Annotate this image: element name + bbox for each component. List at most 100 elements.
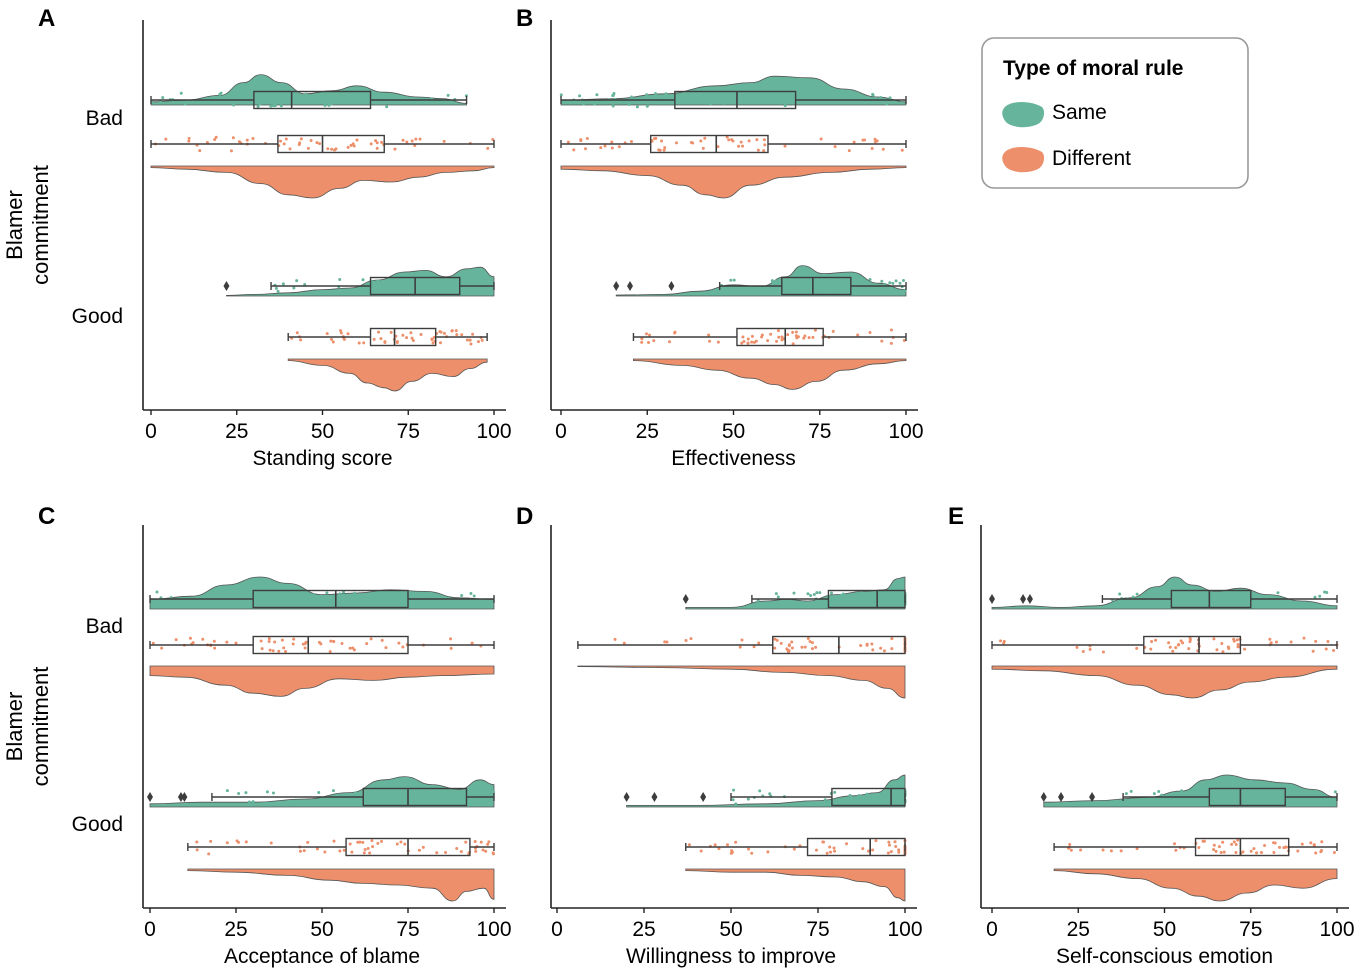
data-point xyxy=(1323,590,1327,594)
data-point xyxy=(1168,645,1172,649)
series-same xyxy=(1040,774,1338,808)
data-point xyxy=(842,596,846,600)
data-point xyxy=(1241,594,1245,598)
data-point xyxy=(403,796,407,800)
data-point xyxy=(225,640,229,644)
data-point xyxy=(1212,843,1216,847)
data-point xyxy=(829,850,833,854)
data-point xyxy=(426,600,430,604)
data-point xyxy=(357,341,361,345)
data-point xyxy=(731,798,735,802)
data-point xyxy=(235,603,239,607)
data-point xyxy=(396,802,400,806)
data-point xyxy=(800,284,804,288)
data-point xyxy=(824,279,828,283)
data-point xyxy=(292,286,296,290)
outlier-marker xyxy=(1020,594,1027,604)
data-point xyxy=(887,840,891,844)
series-different xyxy=(632,327,907,390)
data-point xyxy=(442,139,446,143)
iqr-box xyxy=(674,90,797,110)
data-point xyxy=(1239,601,1243,605)
data-point xyxy=(1226,601,1230,605)
legend: Type of moral rule Same Different xyxy=(981,37,1249,189)
data-point xyxy=(169,599,173,603)
data-point xyxy=(756,148,760,152)
data-point xyxy=(731,93,735,97)
data-point xyxy=(378,790,382,794)
data-point xyxy=(1309,841,1313,845)
data-point xyxy=(1300,842,1304,846)
data-point xyxy=(470,641,474,645)
legend-title: Type of moral rule xyxy=(1003,57,1183,80)
data-point xyxy=(559,93,563,97)
data-point xyxy=(893,840,897,844)
data-point xyxy=(1236,598,1240,602)
data-point xyxy=(749,94,753,98)
data-point xyxy=(276,98,280,102)
data-point xyxy=(775,339,779,343)
data-point xyxy=(187,136,191,140)
data-point xyxy=(251,800,255,804)
data-point xyxy=(899,101,903,105)
data-point xyxy=(302,849,306,853)
data-point xyxy=(898,281,902,285)
data-point xyxy=(280,638,284,642)
data-point xyxy=(883,790,887,794)
iqr-box xyxy=(650,134,769,154)
data-point xyxy=(894,844,898,848)
data-point xyxy=(413,143,417,147)
data-point xyxy=(342,590,346,594)
data-point xyxy=(401,138,405,142)
data-point xyxy=(898,600,902,604)
series-same xyxy=(613,265,907,297)
data-point xyxy=(151,641,155,645)
data-point xyxy=(440,285,444,289)
data-point xyxy=(273,104,277,108)
data-point xyxy=(1263,792,1267,796)
data-point xyxy=(882,649,886,653)
data-point xyxy=(474,282,478,286)
data-point xyxy=(309,138,313,142)
outlier-marker xyxy=(623,792,630,802)
data-point xyxy=(231,136,235,140)
data-point xyxy=(1222,850,1226,854)
data-point xyxy=(1263,843,1267,847)
data-point xyxy=(375,284,379,288)
data-point xyxy=(1276,591,1280,595)
data-point xyxy=(409,331,413,335)
density-cloud xyxy=(187,868,495,902)
data-point xyxy=(664,92,668,96)
data-point xyxy=(871,597,875,601)
iqr-box xyxy=(369,327,437,347)
data-point xyxy=(337,96,341,100)
data-point xyxy=(740,341,744,345)
data-point xyxy=(430,338,434,342)
data-point xyxy=(1002,639,1006,643)
data-point xyxy=(484,797,488,801)
data-point xyxy=(1244,798,1248,802)
data-point xyxy=(875,139,879,143)
data-point xyxy=(338,288,342,292)
data-point xyxy=(1229,788,1233,792)
data-point xyxy=(336,595,340,599)
data-point xyxy=(1318,594,1322,598)
data-point xyxy=(340,799,344,803)
data-point xyxy=(823,798,827,802)
data-point xyxy=(473,287,477,291)
data-point xyxy=(1194,603,1198,607)
data-point xyxy=(353,791,357,795)
data-point xyxy=(873,137,877,141)
data-point xyxy=(264,93,268,97)
data-point xyxy=(1296,849,1300,853)
data-point xyxy=(717,847,721,851)
data-point xyxy=(831,329,835,333)
data-point xyxy=(346,332,350,336)
data-point xyxy=(488,282,492,286)
panel-letter: E xyxy=(948,503,964,530)
data-point xyxy=(434,101,438,105)
data-point xyxy=(848,794,852,798)
data-point xyxy=(1234,797,1238,801)
data-point xyxy=(599,146,603,150)
